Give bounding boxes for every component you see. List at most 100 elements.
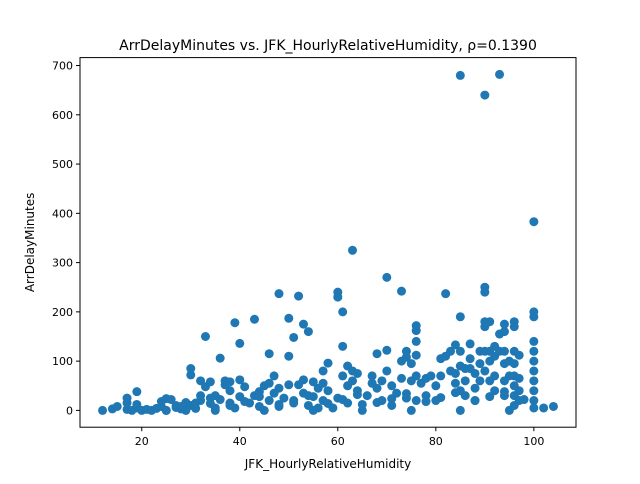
data-point [352,368,362,378]
data-point [191,398,201,408]
data-point [323,358,333,368]
data-point [475,359,485,369]
data-point [308,405,318,415]
data-point [362,391,372,401]
chart-title: ArrDelayMinutes vs. JFK_HourlyRelativeHu… [119,38,537,54]
data-point [529,336,539,346]
data-point [289,396,299,406]
data-point [397,286,407,296]
data-point [480,90,490,100]
data-point [289,332,299,342]
data-point [529,356,539,366]
data-point [249,314,259,324]
data-point [411,336,421,346]
data-point [460,376,470,386]
data-point [460,391,470,401]
y-axis-label: ArrDelayMinutes [23,193,37,293]
data-point [303,327,313,337]
data-point [225,400,235,410]
data-point [382,272,392,282]
data-point [450,340,460,350]
data-point [230,318,240,328]
data-point [509,359,519,369]
data-point [166,395,176,405]
data-point [397,373,407,383]
data-point [225,377,235,387]
data-point [298,375,308,385]
plot-frame [79,57,577,428]
data-point [348,376,358,386]
data-point [161,405,171,415]
data-point [529,376,539,386]
data-point [514,386,524,396]
data-point [470,383,480,393]
y-tick-label: 700 [52,60,73,73]
data-point [406,359,416,369]
data-point [298,319,308,329]
x-tick-label: 20 [135,435,149,448]
data-point [490,386,500,396]
data-point [411,350,421,360]
data-point [529,366,539,376]
data-point [519,395,529,405]
data-point [352,390,362,400]
data-point [176,401,186,411]
data-point [529,217,539,227]
data-point [254,392,264,402]
data-point [387,400,397,410]
x-axis: 20 40 60 80 100 [135,427,544,448]
data-point [215,395,225,405]
data-point [499,346,509,356]
data-point [455,405,465,415]
data-point [303,391,313,401]
data-point [509,322,519,332]
data-point [441,289,451,299]
data-point [529,403,539,413]
data-point [186,364,196,374]
data-point [529,312,539,322]
y-tick-label: 0 [66,404,73,417]
data-point [499,319,509,329]
data-point [387,381,397,391]
data-point [112,401,122,411]
x-tick-label: 100 [523,435,544,448]
data-point [490,371,500,381]
data-point [470,396,480,406]
data-point [240,397,250,407]
data-point [235,338,245,348]
data-point [450,388,460,398]
data-point [446,346,456,356]
data-point [539,403,549,413]
data-point [401,389,411,399]
data-point [274,383,284,393]
y-tick-label: 300 [52,257,73,270]
y-tick-label: 100 [52,355,73,368]
data-point [367,371,377,381]
data-point [382,345,392,355]
data-point [200,332,210,341]
data-point [495,69,505,79]
data-point [348,245,358,255]
y-tick-label: 400 [52,207,73,220]
data-point [210,405,220,415]
y-tick-label: 600 [52,109,73,122]
data-point [318,378,328,388]
x-tick-label: 80 [429,435,443,448]
data-point [470,368,480,378]
data-point [377,376,387,386]
data-point [122,398,132,408]
data-point [475,376,485,386]
x-tick-label: 40 [233,435,247,448]
data-point [323,386,333,396]
data-point [357,405,367,415]
data-point [455,312,465,322]
data-point [132,387,142,397]
data-point [338,341,348,351]
data-point [338,371,348,381]
data-point [421,397,431,407]
data-point [284,351,294,361]
data-point [529,386,539,396]
data-point [485,392,495,402]
